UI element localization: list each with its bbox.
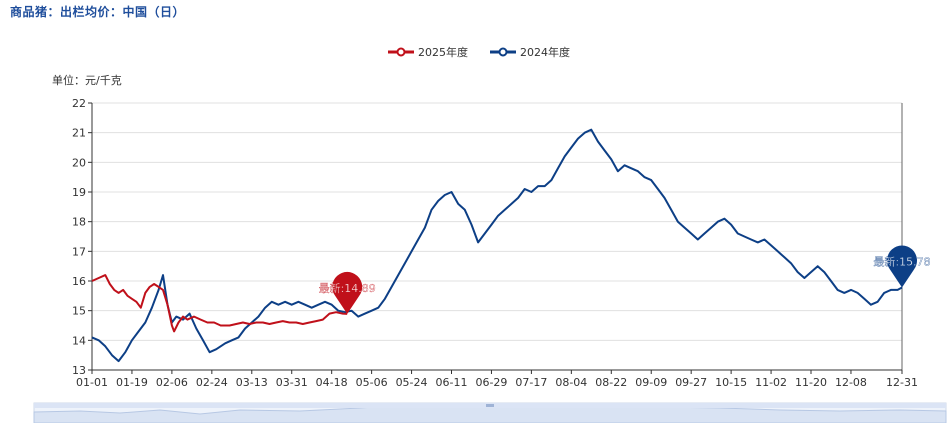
y-tick-label-22: 22 [72,97,86,110]
x-tick-label-11-02: 11-02 [755,376,787,389]
series-lines [91,128,903,363]
latest-pin-2024 [887,245,917,288]
legend[interactable]: 2025年度 2024年度 [388,45,570,59]
y-tick-label-16: 16 [72,275,86,288]
y-tick-label-15: 15 [72,305,86,318]
legend-marker-2025 [396,47,406,57]
y-tick-label-13: 13 [72,364,86,377]
x-tick-label-08-22: 08-22 [595,376,627,389]
y-tick-label-20: 20 [72,156,86,169]
legend-item-2024[interactable]: 2024年度 [490,45,570,59]
y-tick-label-19: 19 [72,186,86,199]
x-tick-label-10-15: 10-15 [715,376,747,389]
x-tick-label-05-06: 05-06 [356,376,388,389]
zoom-grip-handle[interactable] [486,404,494,407]
page-title: 商品猪：出栏均价：中国（日） [10,5,186,19]
x-tick-label-09-09: 09-09 [635,376,667,389]
x-tick-label-11-20: 11-20 [795,376,827,389]
legend-label-2024: 2024年度 [520,45,570,59]
y-tick-label-21: 21 [72,127,86,140]
data-zoom-slider[interactable] [33,402,947,423]
series-line-2025 [91,274,348,333]
x-tick-label-12-08: 12-08 [835,376,867,389]
y-tick-label-17: 17 [72,245,86,258]
x-tick-label-07-17: 07-17 [515,376,547,389]
y-tick-label-18: 18 [72,216,86,229]
x-tick-label-03-31: 03-31 [276,376,308,389]
x-tick-label-01-01: 01-01 [76,376,108,389]
unit-label: 单位：元/千克 [52,73,122,87]
y-tick-label-14: 14 [72,334,86,347]
x-tick-label-02-06: 02-06 [156,376,188,389]
x-tick-label-08-04: 08-04 [555,376,587,389]
x-tick-label-12-31: 12-31 [886,376,918,389]
latest-label-2024: 最新:15.78 [873,255,930,269]
x-tick-label-05-24: 05-24 [396,376,428,389]
series-line-2024 [91,128,903,363]
x-tick-label-01-19: 01-19 [116,376,148,389]
y-axis: 13 14 15 16 17 18 19 20 21 22 [72,97,903,377]
x-axis: 01-01 01-19 02-06 02-24 03-13 03-31 04-18 05-06… [76,369,918,389]
x-tick-label-06-11: 06-11 [436,376,468,389]
x-tick-label-09-27: 09-27 [675,376,707,389]
latest-markers: 最新:14.89 最新:15.78 [318,245,931,314]
latest-pin-2025 [332,271,363,314]
x-tick-label-04-18: 04-18 [316,376,348,389]
legend-marker-2024 [498,47,508,57]
legend-item-2025[interactable]: 2025年度 [388,45,468,59]
x-tick-label-03-13: 03-13 [236,376,268,389]
x-tick-label-06-29: 06-29 [475,376,507,389]
legend-label-2025: 2025年度 [418,45,468,59]
x-tick-label-02-24: 02-24 [196,376,228,389]
grid-lines [92,102,902,341]
latest-label-2025: 最新:14.89 [319,281,376,295]
